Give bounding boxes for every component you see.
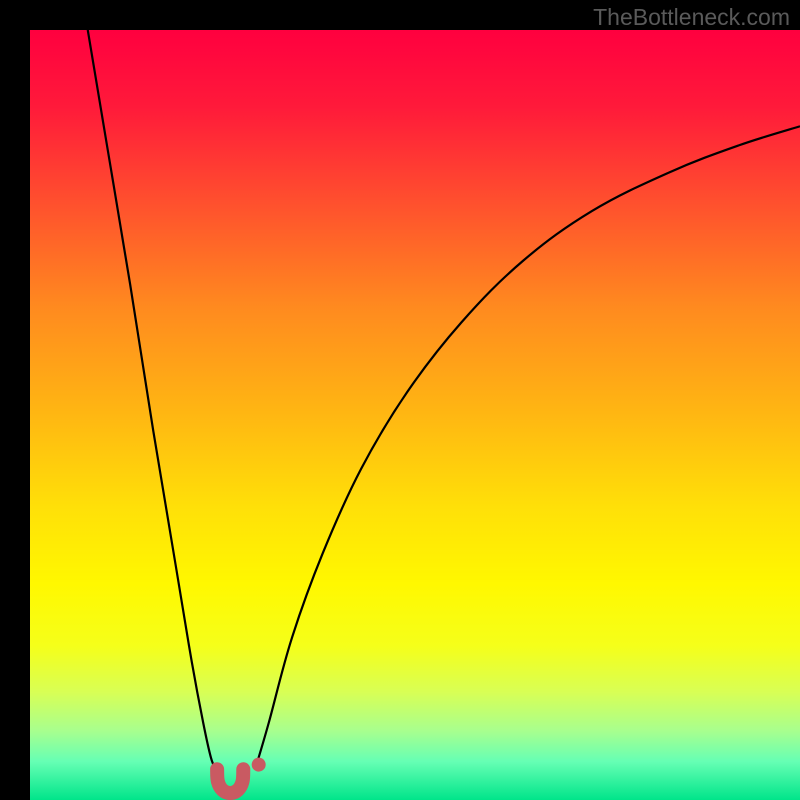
chart-outer-frame	[0, 0, 800, 800]
chart-curve-layer	[30, 30, 800, 800]
dip-u-marker	[217, 769, 243, 793]
curve-left-branch	[88, 30, 217, 773]
dip-dot-marker	[252, 758, 266, 772]
chart-plot-area	[30, 30, 800, 800]
watermark-text: TheBottleneck.com	[593, 4, 790, 31]
curve-right-branch	[256, 126, 800, 767]
